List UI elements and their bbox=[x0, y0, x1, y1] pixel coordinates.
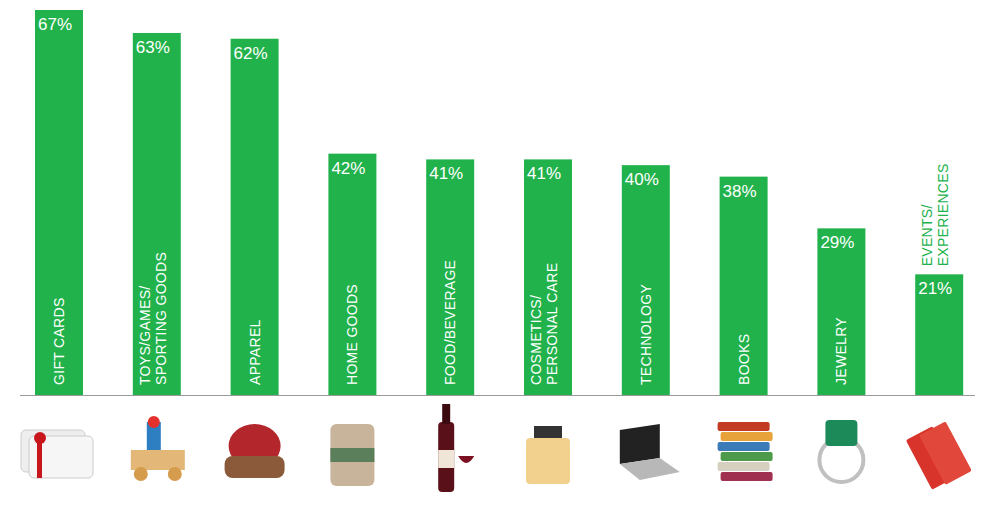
book bbox=[721, 452, 773, 461]
icon bbox=[819, 420, 863, 482]
category-label: HOME GOODS bbox=[344, 284, 360, 385]
candle bbox=[330, 424, 374, 486]
wheel bbox=[168, 467, 182, 481]
data-label: 38% bbox=[723, 182, 757, 201]
data-label: 40% bbox=[625, 170, 659, 189]
category-label-line: BOOKS bbox=[736, 334, 752, 385]
icon bbox=[906, 421, 972, 489]
bar bbox=[426, 159, 474, 395]
category-label: EVENTS/EXPERIENCES bbox=[919, 163, 951, 266]
category-label-line: HOME GOODS bbox=[344, 284, 360, 385]
x-axis bbox=[20, 395, 975, 396]
book bbox=[718, 462, 770, 471]
icons bbox=[21, 404, 972, 492]
icon bbox=[225, 424, 285, 478]
bar bbox=[817, 228, 865, 395]
bar bbox=[720, 177, 768, 395]
icon bbox=[131, 416, 185, 481]
icon bbox=[620, 424, 680, 480]
bar bbox=[622, 165, 670, 395]
cap bbox=[534, 426, 562, 438]
category-label-line: PERSONAL CARE bbox=[544, 263, 560, 385]
category-label-line: TOYS/GAMES/ bbox=[137, 285, 153, 385]
category-label-line: TECHNOLOGY bbox=[638, 284, 654, 385]
category-label: GIFT CARDS bbox=[51, 297, 67, 385]
icon bbox=[21, 430, 93, 478]
data-label: 41% bbox=[527, 164, 561, 183]
data-label: 29% bbox=[820, 233, 854, 252]
wheel bbox=[134, 467, 148, 481]
book bbox=[718, 422, 770, 431]
bow bbox=[34, 432, 46, 444]
category-label: COSMETICS/PERSONAL CARE bbox=[528, 263, 560, 385]
gem bbox=[825, 420, 857, 446]
category-label: TECHNOLOGY bbox=[638, 284, 654, 385]
ticket bbox=[919, 421, 972, 485]
category-label: TOYS/GAMES/SPORTING GOODS bbox=[137, 252, 169, 385]
bar bbox=[133, 33, 181, 395]
bar bbox=[231, 39, 279, 395]
toy-ring bbox=[148, 416, 160, 428]
category-label-line: JEWELRY bbox=[833, 317, 849, 385]
icon bbox=[718, 422, 773, 481]
candle-band bbox=[330, 448, 374, 462]
category-label-line: EXPERIENCES bbox=[935, 163, 951, 266]
bar bbox=[35, 10, 83, 395]
keyboard bbox=[620, 458, 680, 480]
category-label-line: COSMETICS/ bbox=[528, 295, 544, 385]
icon bbox=[330, 424, 374, 486]
category-label: BOOKS bbox=[736, 334, 752, 385]
chart: 67% GIFT CARDS 63% TOYS/GAMES/SPORTING GOOD… bbox=[0, 0, 981, 506]
data-label: 42% bbox=[331, 159, 365, 178]
bottle-neck bbox=[442, 404, 450, 424]
bottle bbox=[526, 438, 570, 484]
category-label: FOOD/BEVERAGE bbox=[442, 260, 458, 385]
category-label-line: APPAREL bbox=[247, 319, 263, 385]
data-label: 67% bbox=[38, 15, 72, 34]
glass bbox=[458, 456, 474, 463]
fur bbox=[225, 456, 285, 478]
icon bbox=[526, 426, 570, 484]
data-label: 41% bbox=[429, 164, 463, 183]
bar bbox=[524, 159, 572, 395]
bottle-label bbox=[438, 450, 454, 468]
bar bbox=[328, 154, 376, 395]
bar bbox=[915, 274, 963, 395]
icon bbox=[438, 404, 474, 492]
data-label: 63% bbox=[136, 38, 170, 57]
category-label: APPAREL bbox=[247, 319, 263, 385]
labels: 67% GIFT CARDS 63% TOYS/GAMES/SPORTING GOOD… bbox=[38, 15, 952, 385]
category-label-line: EVENTS/ bbox=[919, 204, 935, 266]
toy-body bbox=[131, 450, 185, 470]
category-label-line: FOOD/BEVERAGE bbox=[442, 260, 458, 385]
bars bbox=[35, 10, 963, 395]
category-label-line: GIFT CARDS bbox=[51, 297, 67, 385]
screen bbox=[620, 424, 660, 464]
book bbox=[721, 472, 773, 481]
book bbox=[721, 432, 773, 441]
data-label: 21% bbox=[918, 279, 952, 298]
book bbox=[718, 442, 770, 451]
category-label: JEWELRY bbox=[833, 317, 849, 385]
category-label-line: SPORTING GOODS bbox=[153, 252, 169, 385]
data-label: 62% bbox=[234, 44, 268, 63]
bottle bbox=[438, 422, 454, 492]
